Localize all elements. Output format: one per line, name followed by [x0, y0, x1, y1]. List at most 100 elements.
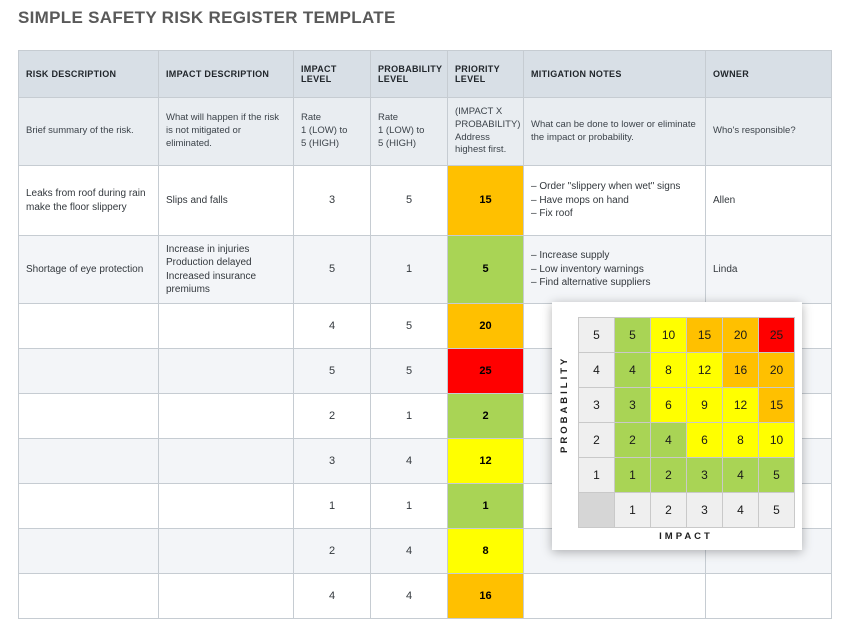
- table-row: Shortage of eye protection Increase in i…: [18, 235, 832, 304]
- cell-owner[interactable]: Linda: [705, 235, 832, 304]
- cell-impact-description[interactable]: [158, 438, 294, 484]
- matrix-x-axis-label: IMPACT: [659, 531, 713, 542]
- table-row: 4 4 16: [18, 573, 832, 619]
- matrix-col-label: 4: [723, 493, 759, 528]
- matrix-col-label: 3: [687, 493, 723, 528]
- cell-impact-level[interactable]: 5: [293, 348, 371, 394]
- header-probability-level: PROBABILITY LEVEL: [370, 50, 448, 98]
- matrix-cell: 12: [687, 353, 723, 388]
- hint-owner: Who's responsible?: [705, 97, 832, 166]
- matrix-col-label: 5: [759, 493, 795, 528]
- header-row: RISK DESCRIPTION IMPACT DESCRIPTION IMPA…: [18, 50, 832, 98]
- matrix-cell: 4: [723, 458, 759, 493]
- matrix-col-label: 2: [651, 493, 687, 528]
- cell-impact-description[interactable]: [158, 483, 294, 529]
- cell-impact-description[interactable]: Increase in injuries Production delayed …: [158, 235, 294, 304]
- header-priority-level: PRIORITY LEVEL: [447, 50, 524, 98]
- cell-impact-description[interactable]: Slips and falls: [158, 165, 294, 236]
- cell-priority-level[interactable]: 5: [447, 235, 524, 304]
- cell-impact-level[interactable]: 1: [293, 483, 371, 529]
- cell-impact-level[interactable]: 4: [293, 303, 371, 349]
- page-title: SIMPLE SAFETY RISK REGISTER TEMPLATE: [18, 8, 396, 27]
- matrix-cell: 6: [687, 423, 723, 458]
- matrix-row-label: 5: [579, 318, 615, 353]
- matrix-cell: 12: [723, 388, 759, 423]
- matrix-col-label: 1: [615, 493, 651, 528]
- header-owner: OWNER: [705, 50, 832, 98]
- cell-probability-level[interactable]: 1: [370, 235, 448, 304]
- cell-probability-level[interactable]: 5: [370, 165, 448, 236]
- cell-probability-level[interactable]: 5: [370, 303, 448, 349]
- cell-impact-level[interactable]: 2: [293, 393, 371, 439]
- cell-mitigation-notes[interactable]: [523, 573, 706, 619]
- cell-risk[interactable]: [18, 303, 159, 349]
- cell-risk[interactable]: Leaks from roof during rain make the flo…: [18, 165, 159, 236]
- cell-impact-level[interactable]: 3: [293, 438, 371, 484]
- matrix-cell: 4: [615, 353, 651, 388]
- matrix-cell: 5: [759, 458, 795, 493]
- cell-risk[interactable]: [18, 438, 159, 484]
- matrix-corner-cell: [579, 493, 615, 528]
- cell-risk[interactable]: Shortage of eye protection: [18, 235, 159, 304]
- matrix-cell: 20: [759, 353, 795, 388]
- matrix-cell: 3: [615, 388, 651, 423]
- matrix-cell: 25: [759, 318, 795, 353]
- cell-impact-level[interactable]: 5: [293, 235, 371, 304]
- cell-impact-level[interactable]: 4: [293, 573, 371, 619]
- cell-priority-level[interactable]: 12: [447, 438, 524, 484]
- cell-owner[interactable]: [705, 573, 832, 619]
- matrix-y-axis-label: PROBABILITY: [559, 355, 570, 454]
- cell-risk[interactable]: [18, 393, 159, 439]
- cell-probability-level[interactable]: 4: [370, 528, 448, 574]
- cell-owner[interactable]: Allen: [705, 165, 832, 236]
- cell-risk[interactable]: [18, 528, 159, 574]
- cell-priority-level[interactable]: 2: [447, 393, 524, 439]
- cell-priority-level[interactable]: 16: [447, 573, 524, 619]
- matrix-cell: 3: [687, 458, 723, 493]
- cell-probability-level[interactable]: 5: [370, 348, 448, 394]
- cell-impact-description[interactable]: [158, 528, 294, 574]
- cell-priority-level[interactable]: 8: [447, 528, 524, 574]
- cell-priority-level[interactable]: 15: [447, 165, 524, 236]
- cell-mitigation-notes[interactable]: – Increase supply – Low inventory warnin…: [523, 235, 706, 304]
- cell-priority-level[interactable]: 20: [447, 303, 524, 349]
- cell-probability-level[interactable]: 4: [370, 438, 448, 484]
- risk-matrix-panel: PROBABILITY 5 5 10 15 20 25 4 4 8 12 16 …: [552, 302, 802, 550]
- header-mitigation-notes: MITIGATION NOTES: [523, 50, 706, 98]
- hint-impact-level: Rate 1 (LOW) to 5 (HIGH): [293, 97, 371, 166]
- cell-impact-description[interactable]: [158, 348, 294, 394]
- cell-probability-level[interactable]: 1: [370, 393, 448, 439]
- matrix-cell: 16: [723, 353, 759, 388]
- table-row: Leaks from roof during rain make the flo…: [18, 165, 832, 236]
- hint-risk-description: Brief summary of the risk.: [18, 97, 159, 166]
- matrix-cell: 4: [651, 423, 687, 458]
- cell-impact-level[interactable]: 3: [293, 165, 371, 236]
- matrix-row-label: 4: [579, 353, 615, 388]
- matrix-cell: 8: [723, 423, 759, 458]
- cell-risk[interactable]: [18, 573, 159, 619]
- cell-probability-level[interactable]: 4: [370, 573, 448, 619]
- matrix-cell: 20: [723, 318, 759, 353]
- cell-impact-description[interactable]: [158, 573, 294, 619]
- cell-impact-level[interactable]: 2: [293, 528, 371, 574]
- header-risk-description: RISK DESCRIPTION: [18, 50, 159, 98]
- matrix-row-label: 3: [579, 388, 615, 423]
- cell-mitigation-notes[interactable]: – Order "slippery when wet" signs – Have…: [523, 165, 706, 236]
- matrix-grid: 5 5 10 15 20 25 4 4 8 12 16 20 3 3 6 9 1…: [578, 317, 795, 528]
- cell-risk[interactable]: [18, 348, 159, 394]
- cell-risk[interactable]: [18, 483, 159, 529]
- hint-mitigation-notes: What can be done to lower or eliminate t…: [523, 97, 706, 166]
- hint-priority-level: (IMPACT X PROBABILITY) Address highest f…: [447, 97, 524, 166]
- cell-impact-description[interactable]: [158, 303, 294, 349]
- matrix-cell: 2: [651, 458, 687, 493]
- cell-probability-level[interactable]: 1: [370, 483, 448, 529]
- cell-impact-description[interactable]: [158, 393, 294, 439]
- matrix-cell: 9: [687, 388, 723, 423]
- cell-priority-level[interactable]: 25: [447, 348, 524, 394]
- matrix-row-label: 1: [579, 458, 615, 493]
- matrix-row-label: 2: [579, 423, 615, 458]
- header-impact-level: IMPACT LEVEL: [293, 50, 371, 98]
- matrix-cell: 8: [651, 353, 687, 388]
- hint-row: Brief summary of the risk. What will hap…: [18, 97, 832, 166]
- cell-priority-level[interactable]: 1: [447, 483, 524, 529]
